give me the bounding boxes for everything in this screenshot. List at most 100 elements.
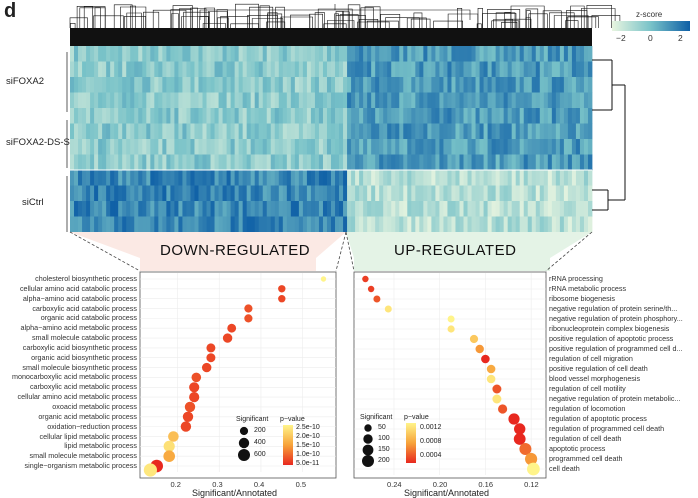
- heatmap-cell: [310, 154, 316, 171]
- heatmap-cell: [347, 154, 352, 171]
- heatmap-cell: [395, 154, 400, 171]
- go-term-label: organic acid metabolic process: [38, 411, 137, 421]
- heatmap-cell: [90, 216, 95, 233]
- heatmap-cell: [459, 108, 464, 124]
- go-term-dot: [206, 353, 216, 363]
- dendrogram-branch: [581, 8, 616, 28]
- heatmap-cell: [222, 170, 227, 186]
- heatmap-cell: [114, 77, 119, 93]
- heatmap-cell: [399, 108, 404, 124]
- heatmap-cell: [318, 61, 324, 78]
- dendrogram-branch: [217, 17, 229, 28]
- heatmap-cell: [214, 170, 219, 186]
- go-term-label: organic acid catabolic process: [40, 313, 137, 323]
- heatmap-cell: [254, 170, 260, 186]
- heatmap-cell: [122, 216, 127, 233]
- heatmap-cell: [343, 185, 348, 202]
- heatmap-cell: [483, 108, 488, 124]
- heatmap-cell: [587, 154, 593, 171]
- heatmap-cell: [238, 216, 244, 233]
- heatmap-cell: [134, 216, 139, 233]
- heatmap-cell: [495, 92, 501, 109]
- heatmap-cell: [162, 123, 167, 140]
- heatmap-cell: [371, 61, 376, 78]
- go-term-label: apoptotic process: [549, 444, 606, 453]
- go-term-label: positive regulation of apoptotic process: [549, 334, 674, 343]
- heatmap-cell: [126, 185, 131, 202]
- heatmap-cell: [439, 123, 444, 140]
- heatmap-cell: [302, 170, 308, 186]
- heatmap-cell: [306, 92, 312, 109]
- heatmap-cell: [583, 201, 589, 217]
- heatmap-cell: [254, 123, 260, 140]
- heatmap-cell: [318, 139, 324, 155]
- heatmap-cell: [234, 216, 240, 233]
- heatmap-cell: [262, 185, 268, 202]
- heatmap-cell: [543, 61, 549, 78]
- heatmap-cell: [407, 154, 412, 171]
- heatmap-cell: [583, 216, 589, 233]
- heatmap-cell: [190, 185, 195, 202]
- heatmap-cell: [162, 46, 167, 62]
- heatmap-cell: [419, 139, 424, 155]
- heatmap-cell: [423, 139, 428, 155]
- heatmap-cell: [423, 46, 428, 62]
- heatmap-cell: [166, 61, 171, 78]
- heatmap-cell: [431, 61, 436, 78]
- heatmap-cell: [70, 61, 75, 78]
- heatmap-cell: [463, 61, 468, 78]
- heatmap-cell: [579, 92, 585, 109]
- heatmap-cell: [302, 201, 308, 217]
- heatmap-cell: [178, 216, 183, 233]
- dendrogram-branch: [495, 12, 516, 28]
- heatmap-cell: [359, 154, 364, 171]
- heatmap-cell: [242, 154, 248, 171]
- heatmap-cell: [246, 46, 252, 62]
- heatmap-cell: [475, 185, 480, 202]
- heatmap-cell: [575, 170, 581, 186]
- heatmap-cell: [443, 77, 448, 93]
- heatmap-cell: [110, 123, 115, 140]
- heatmap-cell: [306, 108, 312, 124]
- heatmap-cell: [407, 201, 412, 217]
- heatmap-cell: [391, 108, 396, 124]
- heatmap-cell: [162, 154, 167, 171]
- heatmap-cell: [347, 139, 352, 155]
- heatmap-cell: [539, 201, 545, 217]
- heatmap-cell: [479, 123, 484, 140]
- heatmap-cell: [198, 61, 203, 78]
- heatmap-cell: [194, 154, 199, 171]
- dendrogram-branch: [406, 17, 427, 28]
- heatmap-cell: [499, 185, 505, 202]
- heatmap-cell: [543, 154, 549, 171]
- heatmap-cell: [106, 154, 111, 171]
- heatmap-cell: [451, 170, 456, 186]
- heatmap-cell: [467, 77, 472, 93]
- heatmap-cell: [218, 170, 223, 186]
- heatmap-cell: [447, 216, 452, 233]
- go-term-label: cellular lipid metabolic process: [39, 431, 137, 441]
- heatmap-cell: [547, 154, 553, 171]
- heatmap-cell: [210, 108, 215, 124]
- heatmap-cell: [214, 201, 219, 217]
- heatmap-cell: [475, 123, 480, 140]
- heatmap-cell: [118, 185, 123, 202]
- heatmap-cell: [134, 77, 139, 93]
- heatmap-cell: [122, 139, 127, 155]
- left-pvalue-colorbar: [283, 425, 293, 465]
- heatmap-cell: [218, 77, 223, 93]
- dendrogram-branch: [504, 18, 532, 28]
- heatmap-cell: [415, 123, 420, 140]
- heatmap-cell: [278, 185, 284, 202]
- heatmap-cell: [162, 201, 167, 217]
- heatmap-cell: [210, 77, 215, 93]
- heatmap-cell: [242, 170, 248, 186]
- heatmap-cell: [218, 123, 223, 140]
- heatmap-cell: [403, 108, 408, 124]
- heatmap-cell: [122, 185, 127, 202]
- heatmap-cell: [114, 139, 119, 155]
- heatmap-cell: [343, 139, 348, 155]
- heatmap-cell: [443, 216, 448, 233]
- dendrogram-branch: [179, 8, 207, 28]
- heatmap-cell: [226, 123, 232, 140]
